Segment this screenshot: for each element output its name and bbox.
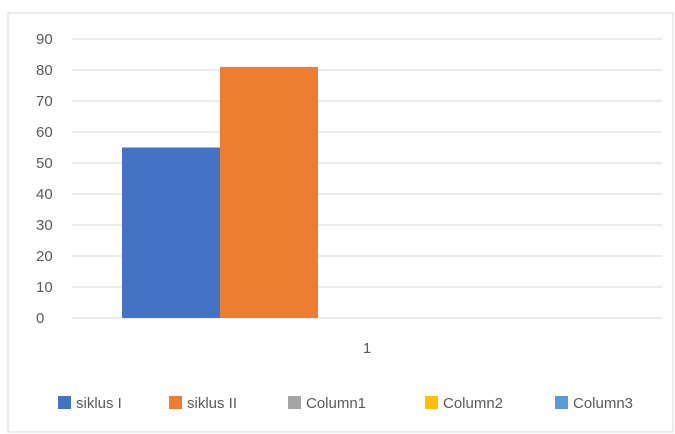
legend-swatch [169, 396, 182, 409]
bar-siklus-i [122, 147, 220, 318]
legend-label: siklus II [187, 395, 237, 412]
legend-label: Column3 [573, 395, 633, 412]
x-axis-ticks: 1 [363, 340, 371, 357]
legend-label: Column1 [306, 395, 366, 412]
legend-item-siklus-ii: siklus II [169, 395, 237, 412]
legend-item-column2: Column2 [425, 395, 503, 412]
y-tick-label: 10 [36, 279, 53, 296]
legend-swatch [555, 396, 568, 409]
x-tick-label: 1 [363, 340, 371, 357]
y-tick-label: 60 [36, 124, 53, 141]
y-tick-label: 20 [36, 248, 53, 265]
y-tick-label: 30 [36, 217, 53, 234]
y-tick-label: 40 [36, 186, 53, 203]
legend: siklus I siklus II Column1 Column2 Column3 [58, 395, 633, 412]
bars [122, 66, 318, 319]
legend-swatch [58, 396, 71, 409]
y-tick-label: 50 [36, 155, 53, 172]
legend-item-column3: Column3 [555, 395, 633, 412]
legend-swatch [288, 396, 301, 409]
legend-item-column1: Column1 [288, 395, 366, 412]
y-tick-label: 90 [36, 31, 53, 48]
y-axis-ticks: 0 10 20 30 40 50 60 70 80 90 [36, 31, 53, 327]
chart-frame [7, 12, 674, 433]
bar-siklus-ii [220, 66, 318, 319]
legend-label: siklus I [76, 395, 122, 412]
y-tick-label: 80 [36, 62, 53, 79]
legend-swatch [425, 396, 438, 409]
legend-item-siklus-i: siklus I [58, 395, 122, 412]
y-tick-label: 0 [36, 310, 44, 327]
y-tick-label: 70 [36, 93, 53, 110]
legend-label: Column2 [443, 395, 503, 412]
